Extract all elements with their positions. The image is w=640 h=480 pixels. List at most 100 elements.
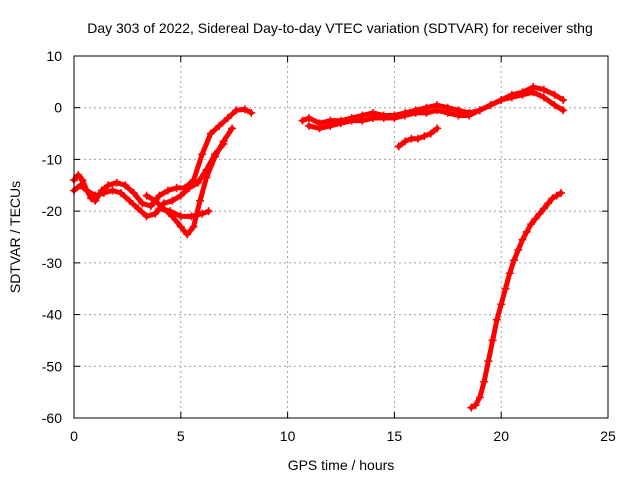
data-point bbox=[401, 137, 410, 146]
data-point bbox=[151, 196, 160, 205]
data-point bbox=[247, 108, 256, 117]
data-point bbox=[166, 207, 175, 216]
data-point bbox=[215, 121, 224, 130]
data-point bbox=[550, 101, 559, 110]
y-tick-label: -60 bbox=[42, 410, 62, 426]
data-point bbox=[163, 186, 172, 195]
data-point bbox=[544, 199, 553, 208]
data-point bbox=[78, 176, 87, 185]
grid-lines bbox=[74, 56, 608, 418]
data-point bbox=[510, 256, 519, 265]
data-point bbox=[116, 189, 125, 198]
data-point bbox=[422, 108, 431, 117]
y-tick-label: -30 bbox=[42, 255, 62, 271]
data-point bbox=[337, 119, 345, 128]
data-point bbox=[142, 191, 151, 200]
data-point bbox=[142, 212, 151, 221]
data-point bbox=[550, 90, 559, 99]
data-point bbox=[176, 222, 185, 231]
data-point bbox=[484, 357, 493, 366]
data-point bbox=[539, 85, 548, 94]
data-point bbox=[529, 88, 538, 97]
y-tick-label: -10 bbox=[42, 151, 62, 167]
data-point bbox=[552, 191, 561, 200]
data-point bbox=[104, 181, 113, 190]
data-point bbox=[443, 108, 452, 117]
data-point bbox=[138, 199, 147, 208]
data-point bbox=[518, 90, 527, 99]
data-point bbox=[501, 284, 510, 293]
data-point bbox=[326, 121, 335, 130]
data-point bbox=[426, 129, 435, 138]
data-point bbox=[475, 106, 484, 115]
data-point bbox=[401, 111, 410, 120]
data-point bbox=[559, 95, 568, 104]
data-point bbox=[82, 186, 91, 195]
data-point bbox=[108, 186, 117, 195]
series-track-h bbox=[467, 189, 566, 412]
axis-ticks: 0 5 10 15 20 25 -60 -50 -40 -30 -20 -10 0 10 bbox=[42, 48, 616, 444]
data-point bbox=[518, 235, 527, 244]
data-point bbox=[146, 201, 155, 210]
data-point bbox=[172, 183, 181, 192]
x-tick-label: 10 bbox=[280, 428, 296, 444]
data-point bbox=[198, 150, 207, 159]
data-point bbox=[198, 209, 207, 218]
data-point bbox=[539, 204, 548, 213]
data-point bbox=[223, 114, 232, 123]
data-point bbox=[202, 173, 211, 182]
data-point bbox=[187, 212, 196, 221]
data-point bbox=[413, 134, 422, 143]
series-track-d bbox=[155, 204, 213, 221]
x-tick-label: 15 bbox=[387, 428, 403, 444]
y-tick-label: -40 bbox=[42, 307, 62, 323]
data-point bbox=[134, 204, 143, 213]
data-point bbox=[411, 108, 420, 117]
data-point bbox=[176, 212, 185, 221]
series-trace bbox=[468, 190, 564, 411]
data-point bbox=[129, 189, 138, 198]
data-point bbox=[185, 183, 194, 192]
data-point bbox=[527, 220, 536, 229]
data-point bbox=[155, 191, 164, 200]
data-point bbox=[471, 401, 480, 410]
data-point bbox=[465, 111, 474, 120]
data-point bbox=[535, 209, 544, 218]
data-point bbox=[486, 101, 495, 110]
x-tick-label: 0 bbox=[70, 428, 78, 444]
data-point bbox=[358, 116, 367, 125]
data-point bbox=[433, 106, 442, 115]
data-point bbox=[168, 196, 177, 205]
data-point bbox=[99, 189, 108, 198]
data-point bbox=[298, 116, 307, 125]
data-point bbox=[176, 191, 185, 200]
series-trace bbox=[156, 206, 212, 219]
data-point bbox=[204, 207, 213, 216]
data-point bbox=[240, 105, 249, 114]
data-point bbox=[548, 194, 557, 203]
x-tick-label: 5 bbox=[177, 428, 185, 444]
y-tick-label: 0 bbox=[54, 100, 62, 116]
data-point bbox=[433, 124, 442, 133]
data-point bbox=[228, 124, 237, 133]
data-point bbox=[155, 204, 164, 213]
y-tick-label: -20 bbox=[42, 203, 62, 219]
data-point bbox=[219, 137, 228, 146]
data-point bbox=[531, 214, 540, 223]
data-point bbox=[379, 114, 388, 123]
data-point bbox=[347, 116, 356, 125]
chart-title: Day 303 of 2022, Sidereal Day-to-day VTE… bbox=[87, 20, 593, 36]
data-point bbox=[557, 189, 566, 198]
data-point bbox=[304, 114, 313, 123]
y-tick-label: 10 bbox=[46, 48, 62, 64]
data-point bbox=[420, 132, 429, 141]
x-tick-label: 20 bbox=[493, 428, 509, 444]
data-point bbox=[151, 209, 160, 218]
data-point bbox=[189, 222, 198, 231]
series-track-g bbox=[394, 124, 442, 151]
data-point bbox=[507, 93, 516, 102]
data-point bbox=[492, 315, 501, 324]
data-point bbox=[497, 95, 506, 104]
data-point bbox=[390, 114, 399, 123]
